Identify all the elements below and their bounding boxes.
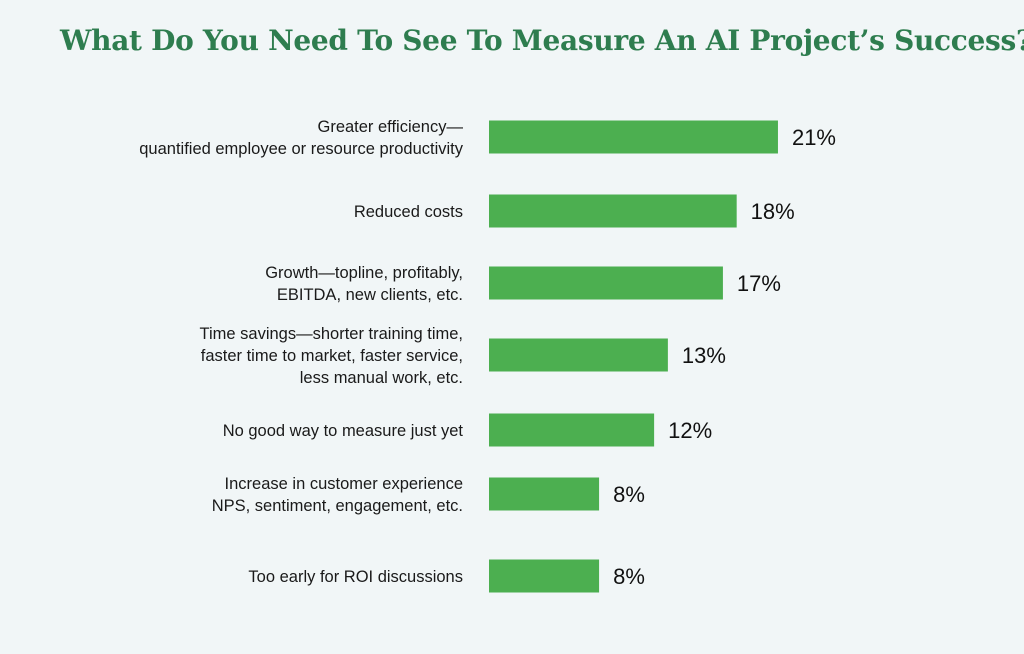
value-label: 17% [737, 271, 781, 296]
value-label: 12% [668, 418, 712, 443]
category-label-line: less manual work, etc. [300, 369, 463, 387]
category-label-line: Growth—topline, profitably, [265, 264, 463, 282]
bar [489, 413, 655, 447]
category-label-line: Increase in customer experience [225, 475, 463, 493]
category-label: No good way to measure just yet [223, 422, 464, 440]
value-label: 13% [682, 343, 726, 368]
category-label-line: Time savings—shorter training time, [200, 325, 463, 343]
value-label: 8% [613, 564, 645, 589]
category-label: Reduced costs [354, 203, 463, 221]
category-label-line: No good way to measure just yet [223, 422, 464, 440]
chart-title: What Do You Need To See To Measure An AI… [60, 24, 1024, 57]
value-label: 21% [792, 125, 836, 150]
category-label-line: Reduced costs [354, 203, 463, 221]
bar [489, 120, 778, 154]
bar [489, 559, 600, 593]
category-label-line: NPS, sentiment, engagement, etc. [212, 497, 463, 515]
bar [489, 266, 723, 300]
bar [489, 194, 737, 228]
category-label-line: Greater efficiency— [317, 118, 463, 136]
category-label: Greater efficiency— quantified employee o… [139, 118, 464, 158]
category-label-line: EBITDA, new clients, etc. [277, 286, 463, 304]
category-label-line: quantified employee or resource producti… [139, 140, 464, 158]
category-label: Growth—topline, profitably, EBITDA, new c… [265, 264, 463, 304]
value-label: 18% [751, 199, 795, 224]
category-label: Too early for ROI discussions [248, 568, 463, 586]
value-label: 8% [613, 482, 645, 507]
category-label-line: faster time to market, faster service, [201, 347, 463, 365]
category-label: Time savings—shorter training time, faste… [200, 325, 463, 387]
category-label: Increase in customer experience NPS, sent… [212, 475, 463, 515]
category-label-line: Too early for ROI discussions [248, 568, 463, 586]
bar [489, 338, 668, 372]
bar [489, 477, 600, 511]
